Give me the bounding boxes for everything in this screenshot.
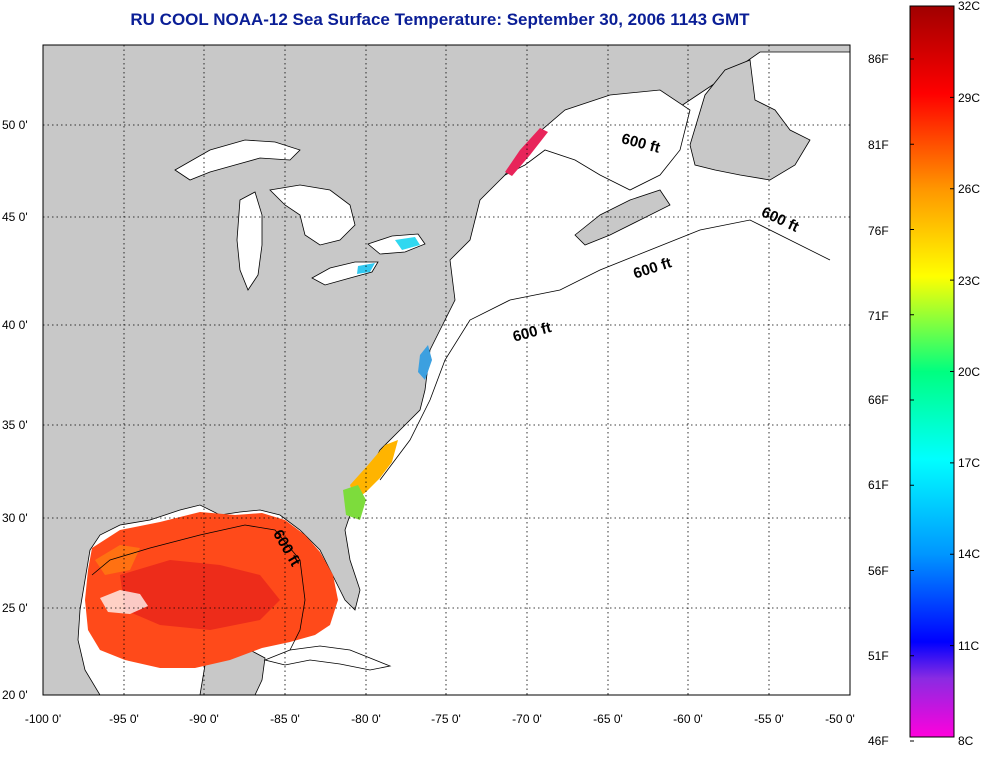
lon-label: -60 0' [673, 712, 703, 726]
celsius-label: 20C [958, 365, 980, 379]
celsius-label: 23C [958, 274, 980, 288]
lon-label: -95 0' [109, 712, 139, 726]
lon-label: -100 0' [25, 712, 61, 726]
lat-label: 20 0' [2, 688, 28, 702]
lon-label: -55 0' [754, 712, 784, 726]
fahrenheit-label: 76F [868, 224, 889, 238]
fahrenheit-label: 51F [868, 649, 889, 663]
lat-label: 25 0' [2, 601, 28, 615]
fahrenheit-label: 81F [868, 138, 889, 152]
contour-600ft-gulf [91, 524, 306, 651]
map-title: RU COOL NOAA-12 Sea Surface Temperature:… [130, 10, 750, 29]
celsius-label: 17C [958, 456, 980, 470]
lon-label: -85 0' [270, 712, 300, 726]
lat-label: 50 0' [2, 118, 28, 132]
chesapeake-sst [418, 345, 432, 380]
lon-label: -65 0' [593, 712, 623, 726]
map-panel: 600 ft 600 ft 600 ft 600 ft 600 ft 50 0'… [0, 0, 870, 754]
celsius-label: 29C [958, 91, 980, 105]
fahrenheit-label: 71F [868, 309, 889, 323]
fahrenheit-label: 61F [868, 478, 889, 492]
atlantic-sst-strip [350, 440, 398, 500]
colorbar-panel: 86F 81F 76F 71F 66F 61F 56F 51F 46F 32C … [860, 0, 984, 754]
sst-map[interactable]: 600 ft 600 ft 600 ft 600 ft 600 ft 50 0'… [0, 0, 870, 754]
lat-label: 35 0' [2, 418, 28, 432]
celsius-label: 14C [958, 547, 980, 561]
lake-huron [269, 184, 356, 246]
lon-label: -90 0' [189, 712, 219, 726]
gulf-sst-orange-patch [95, 545, 140, 575]
celsius-label: 32C [958, 0, 980, 13]
colorbar-ticks [910, 5, 954, 742]
celsius-label: 26C [958, 182, 980, 196]
lon-label: -70 0' [512, 712, 542, 726]
atlantic-sst-cool-patch [343, 485, 366, 520]
grid-lines [43, 45, 850, 695]
colorbar-gradient [909, 5, 955, 738]
map-frame [42, 44, 851, 696]
lon-label: -50 0' [825, 712, 855, 726]
lake-erie-sst [357, 263, 375, 274]
fahrenheit-label: 86F [868, 52, 889, 66]
gulf-sst-warm-patch [120, 560, 280, 630]
fahrenheit-label: 66F [868, 393, 889, 407]
newfoundland-land [689, 59, 811, 181]
fahrenheit-label: 56F [868, 564, 889, 578]
lon-label: -75 0' [431, 712, 461, 726]
lat-label: 40 0' [2, 318, 28, 332]
lake-ontario-sst [395, 237, 420, 250]
celsius-label: 11C [958, 639, 979, 653]
contour-600ft-atlantic [379, 219, 831, 481]
fahrenheit-label: 46F [868, 734, 889, 748]
st-lawrence-gulf [504, 89, 691, 191]
nova-scotia-land [574, 189, 671, 246]
cuba-land [263, 645, 392, 671]
lat-label: 30 0' [2, 511, 28, 525]
st-lawrence-sst [505, 128, 548, 176]
lake-superior [174, 139, 301, 181]
lat-label: 45 0' [2, 210, 28, 224]
celsius-label: 8C [958, 734, 974, 748]
temperature-colorbar: 86F 81F 76F 71F 66F 61F 56F 51F 46F 32C … [868, 0, 980, 748]
lake-michigan [236, 191, 263, 291]
lon-label: -80 0' [351, 712, 381, 726]
